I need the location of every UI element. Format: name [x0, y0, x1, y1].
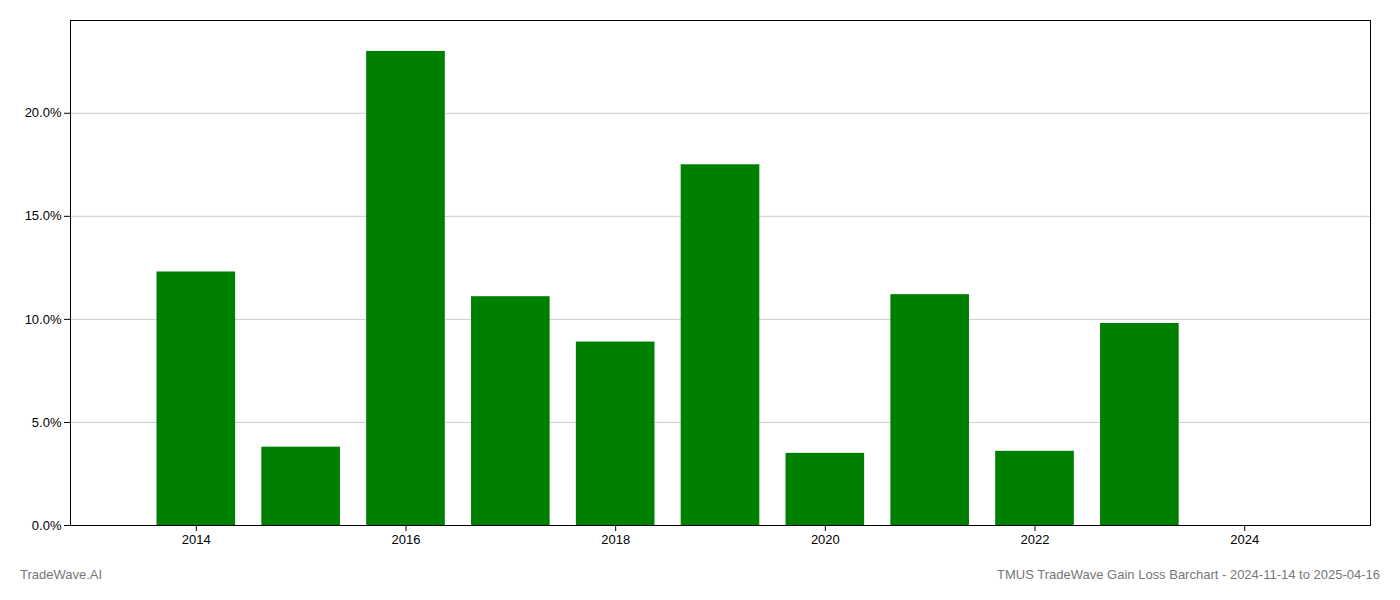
svg-text:15.0%: 15.0% [25, 208, 62, 223]
svg-text:2014: 2014 [182, 532, 211, 547]
svg-text:2024: 2024 [1230, 532, 1259, 547]
svg-text:20.0%: 20.0% [25, 105, 62, 120]
svg-text:5.0%: 5.0% [32, 415, 62, 430]
svg-text:2016: 2016 [392, 532, 421, 547]
html-text:TradeWave.AI: TradeWave.AI [20, 567, 103, 582]
svg-text:2020: 2020 [811, 532, 840, 547]
svg-text:10.0%: 10.0% [25, 312, 62, 327]
svg-text:2018: 2018 [601, 532, 630, 547]
svg-text:0.0%: 0.0% [32, 518, 62, 533]
svg-text:2022: 2022 [1021, 532, 1050, 547]
html-text:TMUS TradeWave Gain Loss Barch: TMUS TradeWave Gain Loss Barchart - 2024… [997, 567, 1380, 582]
